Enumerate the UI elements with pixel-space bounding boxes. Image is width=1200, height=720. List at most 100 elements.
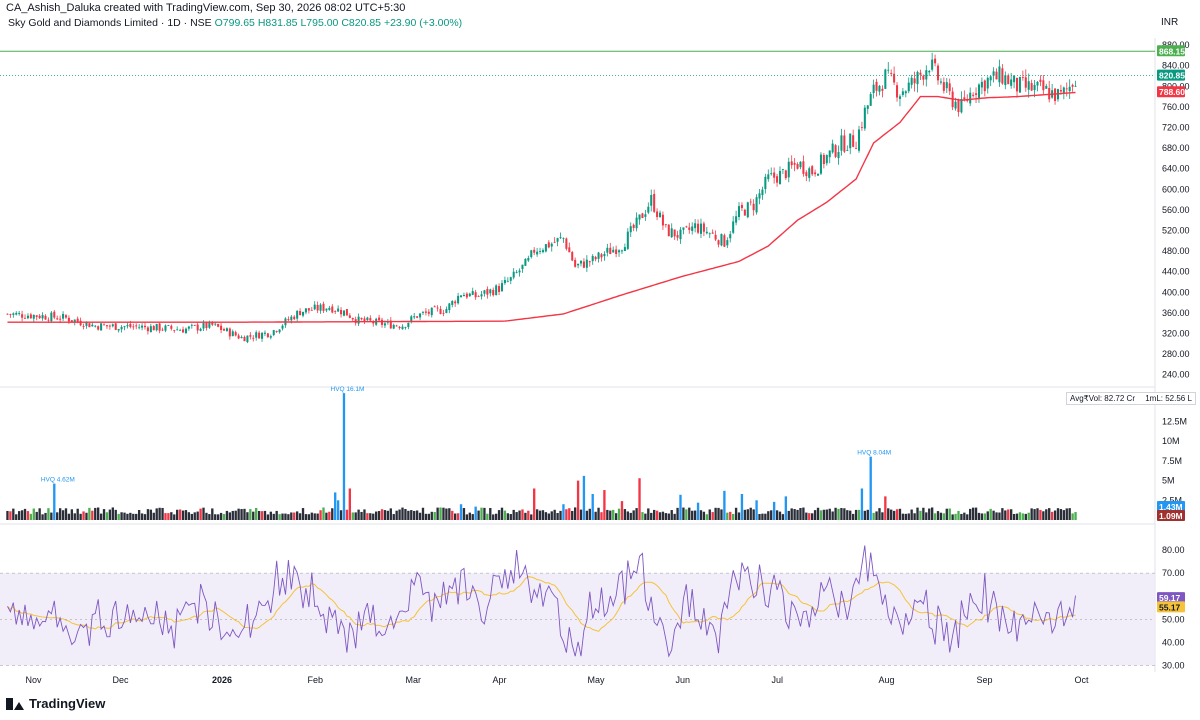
candle-body	[723, 235, 726, 247]
candle-body	[530, 250, 533, 258]
volume-bar	[787, 510, 790, 520]
time-axis-label: Feb	[308, 675, 324, 685]
candle-body	[708, 233, 711, 235]
currency-label[interactable]: INR	[1161, 17, 1179, 28]
volume-bar	[1045, 509, 1048, 520]
volume-bar	[252, 511, 255, 520]
volume-bar	[816, 507, 820, 520]
volume-bar	[167, 513, 170, 520]
candle-body	[547, 242, 550, 248]
volume-bar	[647, 508, 650, 520]
volume-bar	[960, 513, 963, 520]
volume-bar	[9, 511, 12, 520]
candle-body	[149, 326, 152, 333]
volume-bar	[427, 513, 431, 520]
volume-bar	[720, 509, 723, 520]
volume-bar	[319, 510, 322, 520]
volume-bar	[345, 509, 349, 520]
volume-bar	[354, 512, 357, 520]
candle-body	[559, 237, 562, 239]
candle-body	[360, 317, 363, 320]
volume-bar	[521, 509, 524, 520]
price-axis-tick: 440.00	[1162, 267, 1190, 277]
time-axis-label: Apr	[493, 675, 507, 685]
volume-bar	[571, 510, 574, 520]
candle-body	[539, 251, 542, 252]
candle-body	[983, 80, 986, 92]
volume-bar	[606, 509, 609, 520]
candle-body	[623, 247, 626, 251]
volume-bar	[357, 509, 360, 520]
volume-bar	[1030, 508, 1033, 520]
volume-bar	[275, 510, 278, 520]
volume-bar	[202, 507, 205, 520]
candle-body	[304, 308, 307, 313]
candle-body	[421, 312, 425, 313]
candle-body	[574, 259, 577, 267]
volume-bar	[395, 510, 398, 520]
candle-body	[91, 324, 94, 327]
volume-bar	[295, 511, 299, 520]
chart-canvas[interactable]: 240.00 280.00 320.00 360.00 400.00 440.00 480.…	[0, 0, 1200, 690]
time-axis-label: Nov	[26, 675, 43, 685]
volume-bar	[644, 513, 647, 520]
volume-bar	[527, 510, 530, 520]
candle-body	[872, 84, 875, 93]
candle-body	[451, 300, 454, 305]
tradingview-brand[interactable]: TradingView	[6, 696, 105, 711]
volume-bar	[749, 507, 752, 520]
volume-bar	[114, 509, 117, 520]
candle-body	[269, 336, 272, 338]
candle-body	[901, 91, 904, 95]
candle-body	[948, 83, 951, 92]
volume-bar	[284, 513, 287, 520]
volume-bar	[808, 513, 811, 520]
volume-bar	[767, 511, 770, 520]
volume-bar	[237, 508, 240, 520]
candle-body	[843, 135, 846, 152]
symbol-legend[interactable]: Sky Gold and Diamonds Limited · 1D · NSE…	[8, 17, 462, 29]
candle-body	[120, 326, 123, 330]
volume-bar	[588, 508, 591, 520]
candle-body	[536, 251, 539, 255]
candle-body	[486, 288, 489, 295]
candle-body	[726, 240, 729, 246]
volume-bar	[386, 510, 390, 520]
candle-body	[975, 93, 978, 95]
candle-body	[340, 309, 343, 315]
candle-body	[980, 81, 983, 88]
ohlc-open: O799.65	[214, 17, 255, 29]
candle-body	[462, 295, 465, 297]
time-axis-label: Oct	[1075, 675, 1090, 685]
volume-bar	[819, 510, 823, 520]
candle-body	[88, 323, 91, 328]
volume-bar	[269, 511, 272, 520]
candle-body	[855, 148, 858, 150]
volume-bar	[56, 512, 59, 520]
volume-bar	[641, 512, 644, 520]
candle-body	[416, 316, 419, 318]
volume-bar	[916, 507, 919, 520]
rsi-value-tag: 59.17	[1159, 593, 1181, 603]
candle-body	[56, 318, 59, 320]
volume-bar	[111, 507, 114, 520]
volume-bar	[650, 512, 653, 520]
volume-bar	[688, 507, 691, 520]
candle-body	[620, 250, 623, 252]
candle-body	[641, 213, 644, 219]
candle-body	[366, 317, 369, 321]
volume-bar	[535, 509, 539, 520]
candle-body	[152, 326, 155, 331]
candle-body	[793, 162, 796, 165]
volume-bar	[468, 512, 471, 520]
candle-body	[12, 313, 15, 315]
volume-bar	[281, 513, 284, 520]
candle-body	[184, 328, 187, 334]
candle-body	[922, 75, 925, 80]
volume-bar	[544, 512, 548, 520]
candle-body	[290, 316, 293, 321]
candle-body	[568, 247, 571, 253]
volume-bar	[38, 508, 41, 520]
candle-body	[1004, 75, 1007, 85]
candle-body	[50, 312, 53, 322]
